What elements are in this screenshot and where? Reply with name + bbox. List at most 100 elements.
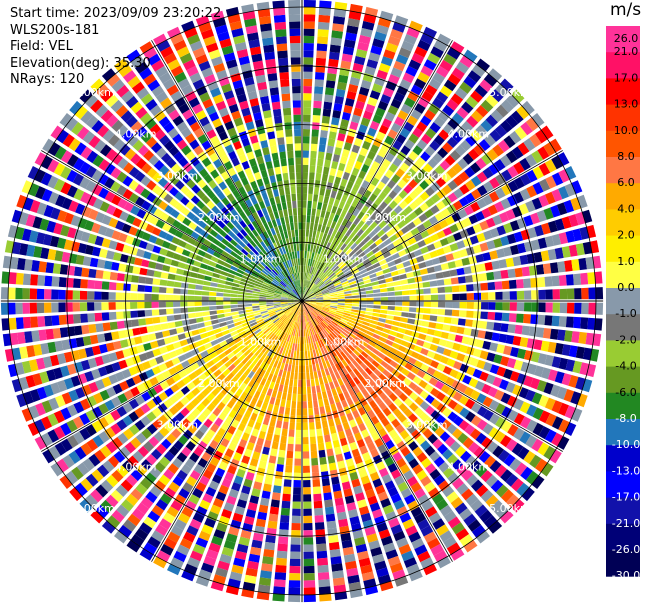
gate-cell xyxy=(463,266,472,275)
gate-cell xyxy=(519,254,529,265)
gate-cell xyxy=(463,539,478,553)
gate-cell xyxy=(235,370,243,379)
gate-cell xyxy=(149,467,162,479)
gate-cell xyxy=(296,301,302,306)
gate-cell xyxy=(282,421,289,430)
gate-cell xyxy=(311,284,317,291)
gate-cell xyxy=(101,376,112,388)
gate-cell xyxy=(231,419,240,429)
gate-cell xyxy=(110,489,124,503)
gate-cell xyxy=(306,251,310,259)
gate-cell xyxy=(16,393,27,408)
gate-cell xyxy=(261,386,269,395)
gate-cell xyxy=(280,231,285,240)
gate-cell xyxy=(419,191,430,201)
gate-cell xyxy=(271,343,277,351)
gate-cell xyxy=(160,493,172,505)
gate-cell xyxy=(309,422,315,430)
gate-cell xyxy=(265,58,276,68)
gate-cell xyxy=(317,557,329,566)
gate-cell xyxy=(384,480,396,491)
gate-cell xyxy=(297,301,302,307)
gate-cell xyxy=(222,225,231,234)
gate-cell xyxy=(319,272,325,279)
gate-cell xyxy=(141,428,152,440)
gate-cell xyxy=(314,507,324,516)
gate-cell xyxy=(173,314,182,321)
gate-cell xyxy=(261,401,269,410)
gate-cell xyxy=(204,517,216,528)
gate-cell xyxy=(324,327,331,335)
gate-cell xyxy=(507,409,519,422)
gate-cell xyxy=(251,229,259,237)
gate-cell xyxy=(208,111,220,122)
gate-cell xyxy=(389,265,398,272)
gate-cell xyxy=(190,231,200,240)
gate-cell xyxy=(298,379,302,387)
gate-cell xyxy=(364,367,373,376)
gate-cell xyxy=(139,522,153,535)
gate-cell xyxy=(308,302,316,306)
gate-cell xyxy=(414,78,427,90)
gate-cell xyxy=(267,307,275,311)
gate-cell xyxy=(380,297,388,301)
gate-cell xyxy=(343,203,351,212)
gate-cell xyxy=(186,525,199,537)
gate-cell xyxy=(111,194,122,206)
gate-cell xyxy=(334,328,341,335)
gate-cell xyxy=(380,348,389,356)
gate-cell xyxy=(360,475,371,485)
gate-cell xyxy=(420,525,434,537)
gate-cell xyxy=(578,257,587,271)
gate-cell xyxy=(67,363,77,375)
gate-cell xyxy=(500,323,509,333)
gate-cell xyxy=(400,446,411,457)
gate-cell xyxy=(197,322,205,329)
gate-cell xyxy=(34,419,46,433)
gate-cell xyxy=(228,66,240,76)
gate-cell xyxy=(470,389,481,401)
gate-cell xyxy=(216,301,224,305)
gate-cell xyxy=(66,154,79,167)
gate-cell xyxy=(304,279,307,287)
gate-cell xyxy=(54,340,64,352)
gate-cell xyxy=(554,371,565,384)
gate-cell xyxy=(174,180,185,190)
gate-cell xyxy=(385,339,394,346)
gate-cell xyxy=(284,333,289,342)
gate-cell xyxy=(459,229,469,239)
gate-cell xyxy=(22,288,30,300)
gate-cell xyxy=(145,223,155,233)
gate-cell xyxy=(369,90,381,100)
gate-cell xyxy=(479,79,493,93)
gate-cell xyxy=(338,369,345,378)
gate-cell xyxy=(16,194,27,209)
gate-cell xyxy=(438,255,448,264)
gate-cell xyxy=(97,416,109,429)
gate-cell xyxy=(211,56,223,67)
gate-cell xyxy=(410,109,422,120)
gate-cell xyxy=(282,278,289,285)
gate-cell xyxy=(249,250,257,258)
gate-cell xyxy=(364,282,372,288)
gate-cell xyxy=(399,464,411,475)
gate-cell xyxy=(104,191,116,203)
gate-cell xyxy=(429,250,439,259)
gate-cell xyxy=(326,326,333,333)
gate-cell xyxy=(258,430,266,440)
gate-cell xyxy=(333,8,347,18)
gate-cell xyxy=(464,205,474,216)
gate-cell xyxy=(322,290,330,295)
gate-cell xyxy=(248,39,261,49)
gate-cell xyxy=(340,415,348,424)
gate-cell xyxy=(430,360,440,369)
gate-cell xyxy=(163,537,177,550)
gate-cell xyxy=(238,354,246,362)
gate-cell xyxy=(251,303,260,306)
gate-cell xyxy=(163,193,174,204)
gate-cell xyxy=(276,265,283,272)
gate-cell xyxy=(488,68,503,82)
gate-cell xyxy=(186,115,197,126)
gate-cell xyxy=(258,88,269,98)
gate-cell xyxy=(336,290,344,294)
